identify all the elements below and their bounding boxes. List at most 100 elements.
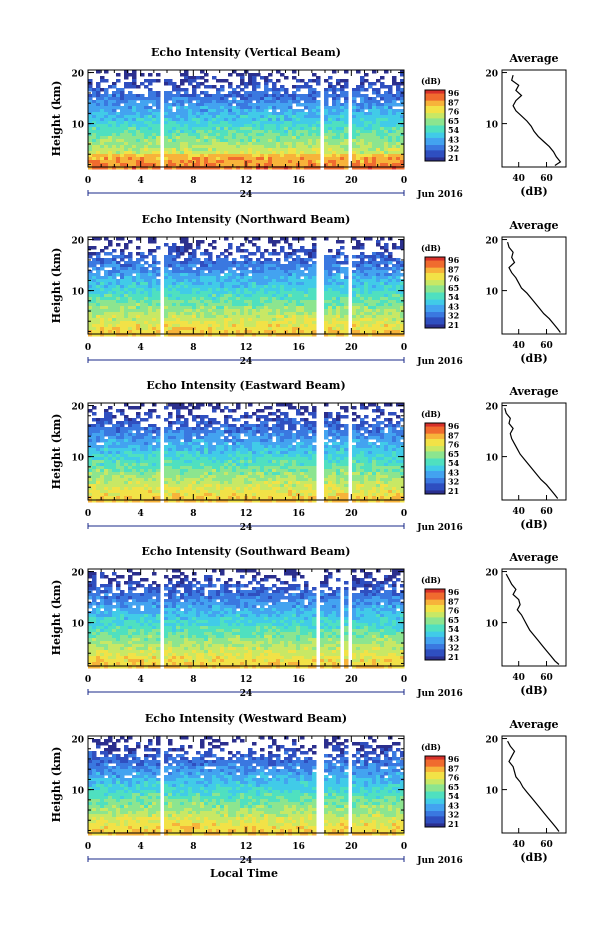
x-tick-label: 20: [345, 842, 358, 852]
average-x-tick-label: 60: [540, 174, 553, 184]
colorbar-tick-label: 65: [448, 615, 459, 625]
x-tick-label: 12: [240, 842, 253, 852]
average-x-label: (dB): [520, 684, 547, 697]
colorbar-tick-label: 87: [448, 596, 459, 606]
y-tick-label: 10: [71, 121, 84, 131]
heatmap-cells: [88, 70, 405, 170]
average-x-tick-label: 40: [512, 174, 525, 184]
colorbar-frame: [424, 256, 446, 329]
average-x-label: (dB): [520, 851, 547, 864]
colorbar-tick-label: 65: [448, 782, 459, 792]
colorbar-tick-label: 87: [448, 763, 459, 773]
y-tick-label: 20: [71, 736, 84, 746]
panel-title: Echo Intensity (Vertical Beam): [151, 46, 341, 59]
panel-2: Echo Intensity (Eastward Beam) 20 10 Height…: [50, 379, 567, 533]
panel-1: Echo Intensity (Northward Beam) 20 10 Heigh…: [50, 213, 567, 367]
date-label: Jun 2016: [416, 856, 463, 866]
date-label: Jun 2016: [416, 689, 463, 699]
date-label: Jun 2016: [416, 357, 463, 367]
x-tick-label: 0: [401, 509, 407, 519]
average-x-label: (dB): [520, 352, 547, 365]
colorbar-frame: [424, 422, 446, 495]
average-x-tick-label: 40: [512, 341, 525, 351]
y-tick-label: 10: [71, 454, 84, 464]
panel-title: Echo Intensity (Northward Beam): [142, 213, 351, 226]
y-axis-label: Height (km): [50, 580, 63, 656]
x-tick-label: 20: [345, 675, 358, 685]
date-tick-label: 24: [240, 357, 253, 367]
x-tick-label: 8: [190, 842, 196, 852]
date-tick-label: 24: [240, 523, 253, 533]
x-axis-label: Local Time: [210, 867, 278, 880]
x-tick-label: 8: [190, 509, 196, 519]
panel-title: Echo Intensity (Eastward Beam): [146, 379, 345, 392]
colorbar-tick-label: 54: [448, 791, 460, 801]
x-tick-label: 0: [85, 675, 91, 685]
colorbar-tick-label: 76: [448, 606, 460, 616]
average-title: Average: [508, 551, 558, 564]
colorbar-tick-label: 96: [448, 88, 460, 98]
x-tick-label: 16: [292, 343, 305, 353]
y-tick-label: 10: [71, 620, 84, 630]
panel-title: Echo Intensity (Southward Beam): [142, 545, 351, 558]
colorbar-tick-label: 54: [448, 458, 460, 468]
average-panel: Average 20 10 40 60(dB): [485, 52, 567, 198]
x-tick-label: 8: [190, 176, 196, 186]
date-label: Jun 2016: [416, 523, 463, 533]
average-profile-line: [511, 74, 562, 167]
x-tick-label: 16: [292, 675, 305, 685]
average-frame: [501, 402, 567, 501]
colorbar-tick-label: 43: [448, 301, 460, 311]
colorbar-tick-label: 21: [448, 153, 459, 163]
average-y-tick-label: 10: [485, 620, 498, 630]
y-tick-label: 10: [71, 288, 84, 298]
colorbar-tick-label: 54: [448, 624, 460, 634]
x-tick-label: 12: [240, 675, 253, 685]
average-x-tick-label: 60: [540, 341, 553, 351]
average-panel: Average 20 10 40 60(dB): [485, 718, 567, 864]
y-axis-label: Height (km): [50, 248, 63, 324]
average-y-tick-label: 10: [485, 454, 498, 464]
average-frame: [501, 568, 567, 667]
x-tick-label: 20: [345, 343, 358, 353]
x-tick-label: 0: [401, 176, 407, 186]
colorbar-tick-label: 43: [448, 467, 460, 477]
x-tick-label: 4: [138, 509, 144, 519]
date-tick-label: 24: [240, 190, 253, 200]
average-x-tick-label: 60: [540, 673, 553, 683]
colorbar-label: (dB): [421, 243, 441, 253]
average-x-tick-label: 40: [512, 840, 525, 850]
x-tick-label: 16: [292, 176, 305, 186]
panel-title: Echo Intensity (Westward Beam): [145, 712, 347, 725]
x-tick-label: 0: [85, 509, 91, 519]
colorbar-tick-label: 65: [448, 449, 459, 459]
colorbar-tick-label: 21: [448, 486, 459, 496]
x-tick-label: 0: [85, 176, 91, 186]
colorbar-tick-label: 76: [448, 107, 460, 117]
average-profile-line: [505, 573, 560, 665]
y-tick-label: 20: [71, 569, 84, 579]
average-frame: [501, 236, 567, 335]
average-frame: [501, 735, 567, 834]
x-tick-label: 12: [240, 509, 253, 519]
average-y-tick-label: 10: [485, 787, 498, 797]
x-tick-label: 8: [190, 675, 196, 685]
colorbar-tick-label: 21: [448, 320, 459, 330]
x-tick-label: 12: [240, 343, 253, 353]
x-tick-label: 16: [292, 842, 305, 852]
x-tick-label: 0: [401, 842, 407, 852]
average-x-label: (dB): [520, 185, 547, 198]
x-tick-label: 12: [240, 176, 253, 186]
y-axis-label: Height (km): [50, 81, 63, 157]
colorbar-tick-label: 21: [448, 819, 459, 829]
average-y-tick-label: 20: [485, 237, 498, 247]
colorbar-tick-label: 21: [448, 652, 459, 662]
average-title: Average: [508, 385, 558, 398]
panel-0: Echo Intensity (Vertical Beam) 20 10 Height…: [50, 46, 567, 200]
average-y-tick-label: 10: [485, 121, 498, 131]
colorbar-tick-label: 76: [448, 274, 460, 284]
average-x-tick-label: 40: [512, 673, 525, 683]
